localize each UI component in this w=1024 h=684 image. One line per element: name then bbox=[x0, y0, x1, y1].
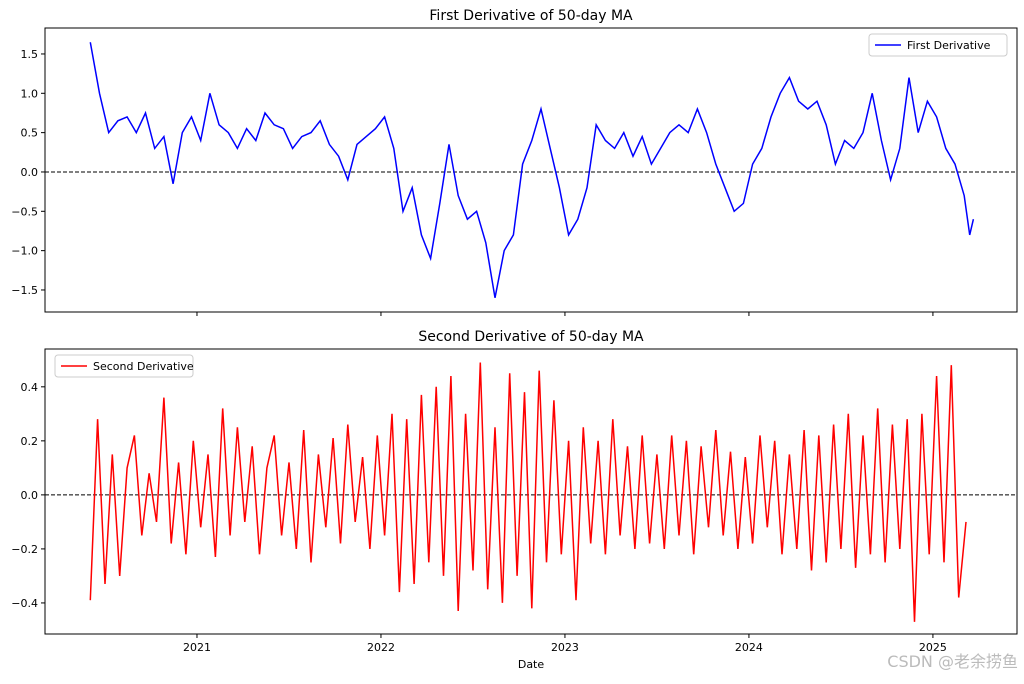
data-line bbox=[89, 42, 975, 298]
x-axis-label: Date bbox=[518, 658, 545, 671]
legend-box bbox=[54, 354, 194, 378]
y-tick-label: −1.5 bbox=[11, 284, 38, 297]
axes-frame bbox=[44, 27, 1018, 313]
legend-label: Second Derivative bbox=[93, 360, 194, 373]
x-tick-label: 2023 bbox=[551, 641, 579, 654]
y-tick-label: 0.0 bbox=[21, 489, 39, 502]
legend-box bbox=[868, 33, 1008, 57]
data-line bbox=[89, 362, 967, 622]
y-tick-label: 1.0 bbox=[21, 87, 39, 100]
watermark: CSDN @老余捞鱼 bbox=[887, 652, 1018, 671]
y-tick-label: 0.5 bbox=[21, 127, 39, 140]
x-tick-label: 2025 bbox=[919, 641, 947, 654]
y-tick-label: −0.4 bbox=[11, 597, 38, 610]
y-tick-label: −1.0 bbox=[11, 245, 38, 258]
x-tick-label: 2022 bbox=[367, 641, 395, 654]
y-tick-label: 0.4 bbox=[21, 381, 39, 394]
x-tick-label: 2024 bbox=[735, 641, 763, 654]
y-tick-label: −0.5 bbox=[11, 205, 38, 218]
legend-label: First Derivative bbox=[907, 39, 991, 52]
chart-title: First Derivative of 50-day MA bbox=[429, 8, 633, 24]
chart-title: Second Derivative of 50-day MA bbox=[418, 329, 644, 345]
x-tick-label: 2021 bbox=[183, 641, 211, 654]
y-tick-label: 1.5 bbox=[21, 48, 39, 61]
y-tick-label: −0.2 bbox=[11, 543, 38, 556]
y-tick-label: 0.0 bbox=[21, 166, 39, 179]
y-tick-label: 0.2 bbox=[21, 435, 39, 448]
axes-frame bbox=[44, 348, 1018, 635]
